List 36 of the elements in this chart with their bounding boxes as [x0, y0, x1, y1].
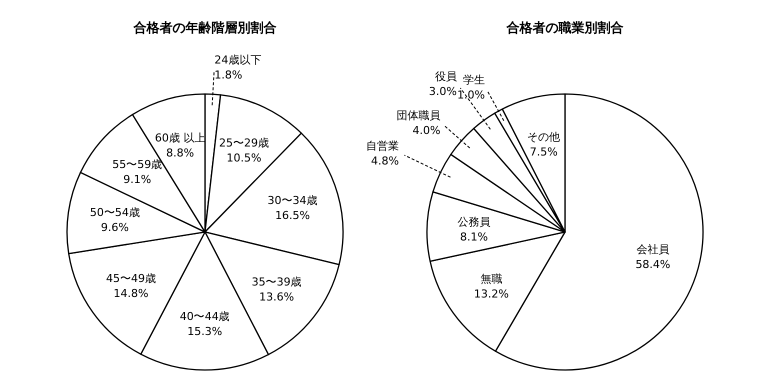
slice-label: 30〜34歳 [268, 194, 318, 207]
data-label: 10.5% [226, 152, 262, 165]
data-label: 8.1% [460, 230, 488, 244]
slice-label: 45〜49歳 [106, 272, 156, 286]
slice-label: 無職 [480, 272, 502, 286]
data-label: 9.6% [100, 220, 129, 234]
data-label: 4.0% [412, 124, 440, 138]
slice-label: その他 [527, 130, 560, 144]
slice-label: 35〜39歳 [252, 275, 302, 288]
slice-label: 25〜29歳 [219, 136, 270, 150]
chart-title: 合格者の職業別割合 [506, 20, 624, 36]
data-label: 8.8% [166, 146, 194, 160]
slice-label: 団体職員 [396, 109, 440, 122]
data-label: 9.1% [123, 173, 152, 186]
data-label: 15.3% [187, 325, 222, 338]
chart-title: 合格者の年齢階層別割合 [132, 20, 276, 36]
data-label: 16.5% [275, 208, 310, 222]
data-label: 4.8% [371, 154, 400, 168]
slice-label: 学生 [463, 74, 486, 87]
data-label: 1.8% [214, 68, 242, 82]
data-label: 58.4% [635, 258, 670, 271]
data-label: 1.0% [457, 88, 486, 102]
slice-label: 会社員 [636, 242, 670, 256]
data-label: 7.5% [530, 145, 558, 158]
slice-label: 55〜59歳 [112, 158, 162, 172]
data-label: 13.6% [259, 290, 294, 304]
data-label: 14.8% [114, 287, 148, 300]
slice-label: 役員 [434, 70, 457, 84]
slice-label: 40〜44歳 [180, 310, 230, 324]
slice-label: 50〜54歳 [90, 206, 140, 219]
slice-label: 60歳 以上 [154, 131, 206, 144]
slice-label: 24歳以下 [214, 53, 262, 66]
slice-label: 公務員 [457, 215, 490, 228]
data-label: 3.0% [428, 85, 457, 98]
slice-label: 自営業 [366, 140, 400, 153]
data-label: 13.2% [474, 288, 509, 301]
